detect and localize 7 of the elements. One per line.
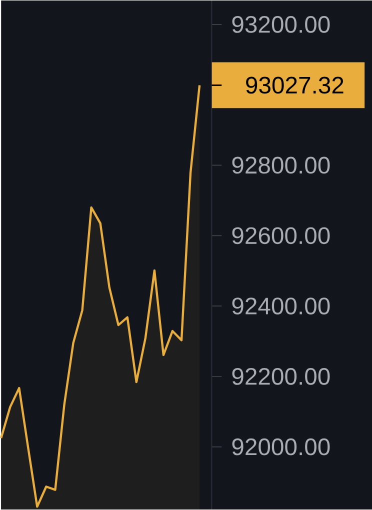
y-tick-label: 92400.00: [232, 298, 330, 314]
text: 93027.32: [246, 76, 344, 94]
y-tick-label: 93200.00: [232, 16, 330, 33]
y-tick-label: 92600.00: [232, 227, 330, 244]
y-tick-label: 92000.00: [232, 438, 330, 456]
y-tick-label: 92200.00: [232, 368, 330, 385]
y-tick-label: 92800.00: [232, 156, 330, 174]
